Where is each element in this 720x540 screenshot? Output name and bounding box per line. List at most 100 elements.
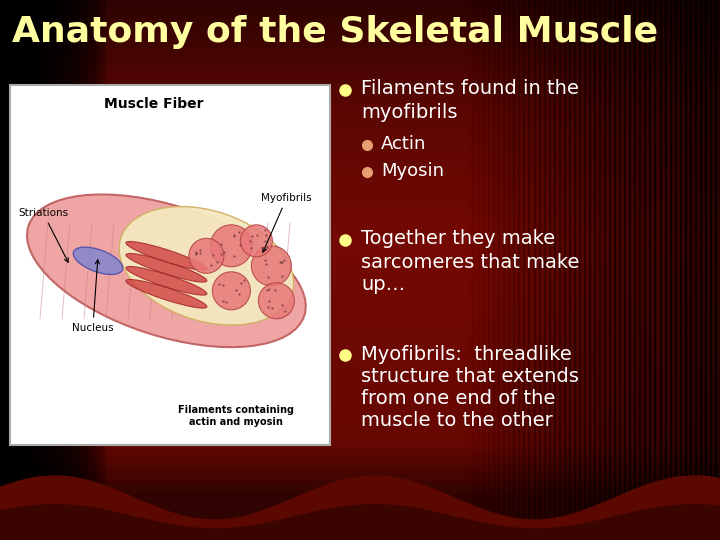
Bar <box>0 420 720 424</box>
Bar <box>0 304 720 308</box>
Bar <box>483 0 489 540</box>
Bar <box>0 301 720 305</box>
Text: Myofibrils: Myofibrils <box>261 193 312 252</box>
Bar <box>539 0 544 540</box>
Bar <box>0 83 720 86</box>
Bar <box>0 18 720 22</box>
Bar <box>0 120 720 124</box>
Bar <box>0 426 720 429</box>
Bar <box>468 0 474 540</box>
Bar <box>0 10 720 14</box>
Ellipse shape <box>119 207 294 325</box>
Bar <box>710 0 716 540</box>
Text: Actin: Actin <box>381 135 426 153</box>
Bar <box>0 266 720 270</box>
Text: Anatomy of the Skeletal Muscle: Anatomy of the Skeletal Muscle <box>12 15 658 49</box>
Bar <box>0 215 720 219</box>
Bar <box>675 0 680 540</box>
Bar <box>559 0 564 540</box>
Bar <box>584 0 590 540</box>
Bar <box>0 318 720 321</box>
Bar <box>534 0 539 540</box>
Bar <box>0 417 720 421</box>
Bar <box>0 48 720 51</box>
Bar <box>0 431 720 435</box>
Bar <box>488 0 494 540</box>
Bar <box>639 0 645 540</box>
Bar <box>0 147 720 151</box>
Bar <box>0 520 720 524</box>
Bar <box>0 250 720 254</box>
Bar <box>0 528 720 532</box>
Text: Muscle Fiber: Muscle Fiber <box>104 97 204 111</box>
Bar <box>0 328 720 332</box>
Bar <box>0 223 720 227</box>
Bar <box>0 372 720 375</box>
Bar <box>0 156 720 159</box>
Bar <box>0 0 48 540</box>
Bar <box>0 153 720 157</box>
Bar <box>0 177 720 181</box>
Bar <box>0 80 720 84</box>
Bar <box>619 0 625 540</box>
Bar <box>0 442 720 446</box>
Bar <box>478 0 484 540</box>
Bar <box>493 0 499 540</box>
Bar <box>0 374 720 378</box>
Bar <box>0 0 76 540</box>
Bar <box>0 299 720 302</box>
Bar <box>0 129 720 132</box>
Bar <box>0 412 720 416</box>
Bar <box>0 385 720 389</box>
Bar <box>0 477 720 481</box>
Bar <box>695 0 701 540</box>
Bar <box>0 93 720 97</box>
Bar <box>0 164 720 167</box>
Bar <box>0 396 720 400</box>
Bar <box>604 0 610 540</box>
Bar <box>0 315 720 319</box>
Bar <box>0 474 720 478</box>
Bar <box>0 496 720 500</box>
Bar <box>0 45 720 49</box>
Bar <box>0 0 105 540</box>
Bar <box>0 255 720 259</box>
Bar <box>0 509 720 513</box>
Bar <box>0 228 720 232</box>
Bar <box>0 498 720 502</box>
Bar <box>528 0 534 540</box>
Bar <box>0 355 720 359</box>
Bar <box>0 342 720 346</box>
Bar <box>0 0 44 540</box>
Bar <box>0 369 720 373</box>
Bar <box>0 331 720 335</box>
Bar <box>0 72 720 76</box>
Bar <box>0 461 720 464</box>
Text: from one end of the: from one end of the <box>361 389 555 408</box>
Bar <box>0 0 22 540</box>
Bar <box>579 0 585 540</box>
Bar <box>0 34 720 38</box>
Bar <box>0 174 720 178</box>
Bar <box>0 139 720 143</box>
Bar <box>705 0 711 540</box>
Bar <box>498 0 504 540</box>
Bar <box>0 482 720 486</box>
Bar <box>715 0 720 540</box>
Bar <box>0 180 720 184</box>
Bar <box>0 231 720 235</box>
Bar <box>0 96 720 100</box>
Bar <box>0 0 94 540</box>
Bar <box>0 515 720 518</box>
Bar <box>564 0 570 540</box>
Bar <box>0 428 720 432</box>
Bar <box>0 0 33 540</box>
Bar <box>0 99 720 103</box>
Bar <box>0 85 720 89</box>
Bar <box>0 0 4 540</box>
Bar <box>0 0 1 540</box>
Bar <box>0 69 720 73</box>
Bar <box>0 507 720 510</box>
Bar <box>0 504 720 508</box>
Bar <box>0 88 720 92</box>
